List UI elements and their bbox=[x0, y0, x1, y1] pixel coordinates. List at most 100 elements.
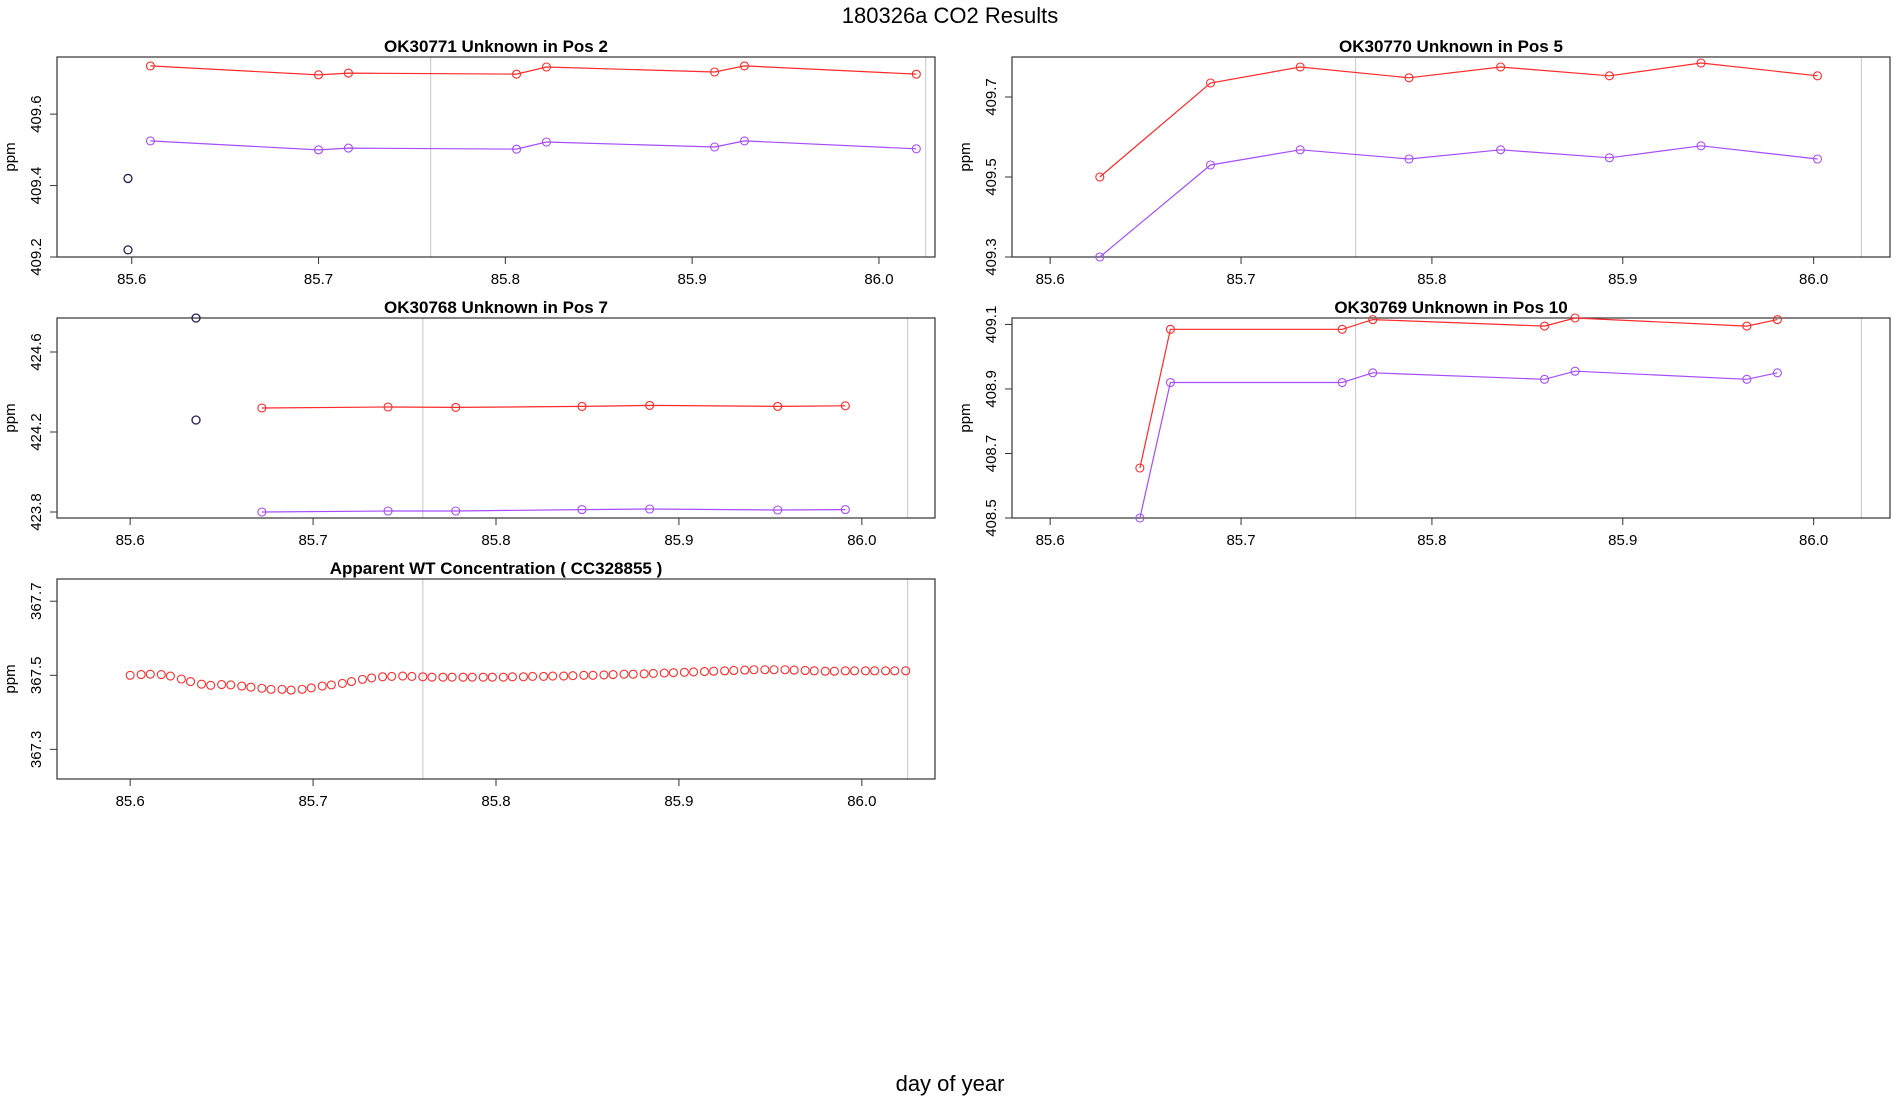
data-point-red bbox=[588, 670, 598, 680]
y-tick-label: 408.9 bbox=[983, 370, 1000, 408]
x-tick-label: 85.9 bbox=[1608, 271, 1637, 288]
data-point-red bbox=[357, 674, 368, 684]
data-point-red bbox=[780, 665, 790, 675]
x-tick-label: 85.7 bbox=[304, 271, 333, 288]
data-point-red bbox=[226, 680, 236, 690]
chart-panel-1: OK30771 Unknown in Pos 2 85.6 85.7 85.8 85.9… bbox=[2, 37, 936, 288]
data-point-red bbox=[145, 669, 155, 679]
page-title: 180326a CO2 Results bbox=[841, 3, 1059, 28]
series-line-purple bbox=[261, 508, 846, 513]
data-point-purple bbox=[343, 143, 353, 153]
x-tick-label: 85.7 bbox=[298, 532, 327, 549]
x-tick-label: 86.0 bbox=[864, 271, 893, 288]
data-point-red bbox=[217, 680, 227, 690]
chart-title: OK30770 Unknown in Pos 5 bbox=[1339, 37, 1563, 56]
x-tick-label: 86.0 bbox=[1799, 271, 1828, 288]
data-point-red bbox=[478, 672, 488, 682]
y-tick-label: 408.7 bbox=[983, 435, 1000, 473]
data-point-red bbox=[881, 666, 891, 676]
data-point-red bbox=[800, 665, 810, 676]
data-point-purple bbox=[911, 144, 921, 154]
y-tick-label: 409.3 bbox=[983, 238, 1000, 276]
data-point-red bbox=[528, 671, 538, 681]
y-tick-label: 367.7 bbox=[28, 582, 45, 620]
y-tick-label: 409.5 bbox=[983, 158, 1000, 196]
data-point-purple bbox=[1337, 377, 1347, 388]
data-point-red bbox=[901, 666, 911, 676]
data-point-red bbox=[176, 674, 186, 684]
data-point-red bbox=[1205, 78, 1216, 88]
data-point-red bbox=[1604, 71, 1614, 81]
data-point-red bbox=[367, 673, 377, 683]
data-point-red bbox=[257, 683, 267, 693]
data-point-red bbox=[1539, 321, 1550, 331]
data-point-red bbox=[487, 672, 497, 682]
x-tick-label: 85.8 bbox=[481, 532, 510, 549]
data-point-purple bbox=[313, 145, 324, 155]
data-point-red bbox=[1696, 58, 1706, 68]
data-point-red bbox=[206, 680, 216, 690]
data-point-red bbox=[511, 69, 522, 79]
y-tick-label: 424.6 bbox=[28, 333, 45, 371]
data-point-red bbox=[286, 685, 296, 695]
page-x-axis-label: day of year bbox=[895, 1071, 1005, 1096]
data-point-purple bbox=[645, 504, 655, 514]
data-point-red bbox=[1095, 172, 1105, 182]
data-point-red bbox=[577, 401, 587, 411]
data-point-purple bbox=[511, 144, 522, 154]
plot-frame bbox=[1011, 317, 1891, 519]
data-point-purple bbox=[1696, 141, 1706, 151]
series-line-purple bbox=[1099, 145, 1818, 258]
data-point-purple bbox=[1165, 377, 1175, 388]
data-point-red bbox=[548, 671, 558, 681]
data-point-red bbox=[518, 672, 528, 682]
data-point-purple bbox=[1539, 374, 1550, 384]
data-point-red bbox=[507, 672, 518, 682]
data-point-red bbox=[266, 684, 276, 694]
data-point-red bbox=[568, 671, 578, 681]
y-tick-label: 424.2 bbox=[28, 413, 45, 451]
data-point-red bbox=[769, 665, 779, 675]
chart-title: OK30769 Unknown in Pos 10 bbox=[1334, 298, 1567, 317]
data-point-standalone bbox=[123, 173, 133, 184]
data-point-red bbox=[760, 665, 770, 675]
series-line-red bbox=[150, 65, 917, 76]
y-tick-label: 409.2 bbox=[28, 238, 45, 276]
y-axis-label: ppm bbox=[2, 664, 19, 693]
data-point-purple bbox=[773, 505, 783, 515]
data-point-red bbox=[679, 667, 689, 677]
data-point-red bbox=[337, 678, 347, 688]
data-point-red bbox=[1368, 315, 1378, 325]
data-point-red bbox=[1295, 62, 1305, 72]
data-point-purple bbox=[1205, 160, 1216, 170]
x-tick-label: 85.6 bbox=[1036, 271, 1065, 288]
data-point-red bbox=[498, 672, 508, 682]
x-tick-label: 85.9 bbox=[664, 793, 693, 810]
chart-panel-2: OK30770 Unknown in Pos 5 85.6 85.7 85.8 85.9… bbox=[957, 37, 1891, 288]
data-point-red bbox=[398, 671, 408, 681]
data-point-red bbox=[699, 667, 710, 677]
data-point-red bbox=[185, 677, 196, 687]
data-point-red bbox=[829, 666, 839, 676]
y-tick-label: 367.3 bbox=[28, 731, 45, 769]
data-point-red bbox=[346, 677, 357, 687]
data-point-purple bbox=[145, 136, 155, 146]
data-point-purple bbox=[1135, 513, 1145, 523]
data-point-purple bbox=[1496, 145, 1506, 155]
x-tick-label: 85.8 bbox=[491, 271, 520, 288]
x-tick-label: 85.9 bbox=[664, 532, 693, 549]
y-tick-label: 367.5 bbox=[28, 657, 45, 695]
data-point-red bbox=[383, 402, 393, 412]
x-tick-label: 85.7 bbox=[1226, 271, 1255, 288]
y-axis-label: ppm bbox=[957, 403, 974, 432]
data-point-red bbox=[277, 684, 287, 694]
data-point-purple bbox=[1095, 252, 1105, 262]
data-point-red bbox=[246, 682, 256, 692]
data-point-red bbox=[628, 669, 638, 679]
y-tick-label: 409.4 bbox=[28, 167, 45, 205]
x-tick-label: 85.7 bbox=[1226, 532, 1255, 549]
series-line-red bbox=[1099, 62, 1818, 178]
chart-title: OK30771 Unknown in Pos 2 bbox=[384, 37, 608, 56]
data-point-red bbox=[418, 672, 428, 682]
data-point-red bbox=[1812, 71, 1823, 81]
